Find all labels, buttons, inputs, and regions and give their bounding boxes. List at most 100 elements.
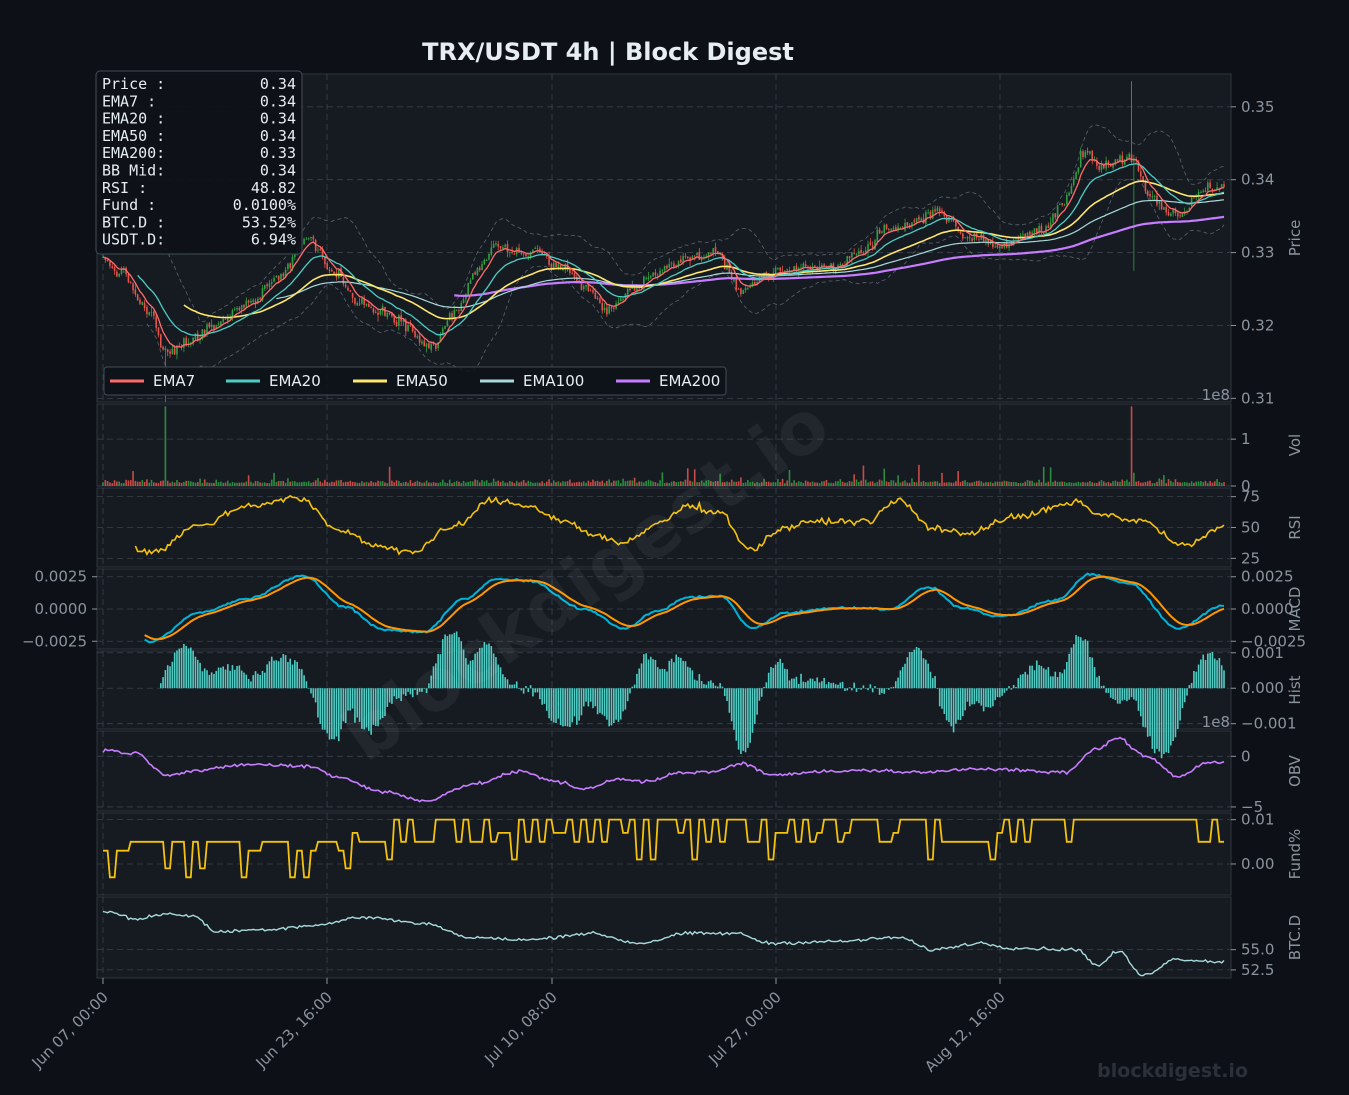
macd-hist-bar	[492, 653, 495, 689]
volume-bar	[1015, 482, 1017, 486]
candle-body	[881, 231, 883, 233]
volume-bar	[185, 480, 188, 486]
candle-body	[169, 351, 171, 354]
candle-body	[964, 237, 966, 239]
volume-bar	[1070, 482, 1073, 486]
volume-bar	[1077, 481, 1080, 486]
volume-bar	[945, 482, 948, 486]
volume-bar	[959, 482, 962, 486]
volume-bar	[908, 482, 911, 486]
ema20-line	[137, 163, 1225, 337]
macd-hist-bar	[638, 668, 641, 689]
volume-bar	[878, 479, 881, 486]
macd-hist-bar	[1045, 669, 1047, 689]
macd-hist-bar	[435, 663, 437, 689]
volume-bar	[821, 481, 823, 486]
candle-body	[955, 220, 957, 227]
volume-bar	[250, 481, 252, 486]
volume-bar	[705, 480, 708, 486]
volume-bar	[599, 481, 601, 486]
candle-body	[691, 256, 694, 260]
candle-body	[888, 229, 890, 230]
volume-bar	[689, 480, 691, 486]
info-row-value: 0.34	[260, 110, 296, 128]
candle-body	[1160, 202, 1163, 210]
macd-hist-bar	[703, 684, 705, 689]
candle-body	[481, 264, 483, 271]
macd-hist-bar	[994, 688, 996, 701]
volume-bar	[846, 482, 849, 486]
candle-body	[1024, 233, 1027, 237]
candle-body	[488, 253, 490, 260]
volume-bar	[714, 481, 717, 486]
candle-body	[231, 310, 234, 318]
volume-bar	[624, 481, 627, 486]
candle-body	[862, 253, 865, 255]
macd-hist-bar	[268, 661, 271, 689]
macd-hist-bar	[751, 688, 754, 733]
macd-hist-bar	[231, 665, 234, 689]
candle-body	[363, 298, 365, 305]
candle-body	[730, 272, 733, 280]
macd-hist-bar	[233, 669, 236, 689]
macd-hist-bar	[735, 688, 738, 741]
candle-body	[393, 315, 396, 323]
candle-body	[409, 324, 412, 326]
volume-bar	[913, 482, 916, 486]
candle-body	[1049, 222, 1052, 229]
volume-bar	[989, 481, 992, 486]
candle-body	[492, 244, 495, 248]
macd-hist-bar	[1089, 657, 1091, 689]
candle-body	[918, 216, 920, 220]
macd-axis-label: MACD	[1286, 587, 1304, 632]
macd-hist-bar	[374, 688, 377, 727]
macd-hist-bar	[585, 688, 587, 702]
macd-hist-bar	[654, 659, 657, 689]
macd-hist-bar	[918, 647, 920, 689]
macd-hist-bar	[229, 670, 231, 689]
candle-body	[756, 281, 758, 285]
candle-body	[155, 316, 157, 328]
candle-body	[705, 255, 708, 257]
macd-hist-bar	[395, 688, 398, 700]
info-row-value: 0.33	[260, 144, 296, 162]
volume-bar	[1170, 480, 1172, 486]
macd-hist-bar	[647, 659, 650, 689]
volume-bar	[1084, 482, 1087, 486]
macd-hist-bar	[774, 664, 777, 689]
candle-body	[1167, 212, 1170, 216]
candle-body	[550, 264, 553, 269]
volume-bar	[562, 481, 564, 486]
candle-body	[649, 276, 652, 278]
info-row-label: EMA50 :	[102, 127, 165, 145]
macd-hist-bar	[906, 657, 909, 689]
volume-bar	[146, 479, 148, 486]
volume-bar	[252, 483, 255, 486]
macd-hist-bar	[1179, 688, 1181, 721]
candle-body	[1059, 204, 1061, 206]
obv-offset-label: 1e8	[1202, 713, 1230, 731]
candle-body	[453, 310, 456, 320]
bollinger-lower-line	[146, 178, 1225, 380]
candle-body	[1035, 228, 1038, 234]
candle-body	[162, 346, 164, 350]
volume-bar	[386, 483, 389, 486]
candle-body	[132, 283, 134, 291]
macd-hist-bar	[795, 676, 798, 689]
macd-hist-bar	[825, 684, 828, 689]
candle-body	[270, 281, 273, 284]
candle-body	[455, 310, 458, 311]
candle-body	[957, 226, 960, 231]
volume-bar	[102, 482, 104, 486]
macd-hist-bar	[1100, 685, 1103, 689]
macd-hist-bar	[1033, 670, 1036, 689]
volume-bar	[1139, 482, 1142, 486]
volume-bar	[996, 481, 999, 486]
macd-hist-bar	[1183, 688, 1186, 703]
macd-hist-bar	[273, 660, 275, 689]
volume-bar	[871, 481, 874, 486]
candle-body	[111, 266, 114, 268]
candle-body	[448, 313, 451, 320]
volume-bar	[876, 481, 879, 486]
volume-bar	[213, 482, 215, 486]
